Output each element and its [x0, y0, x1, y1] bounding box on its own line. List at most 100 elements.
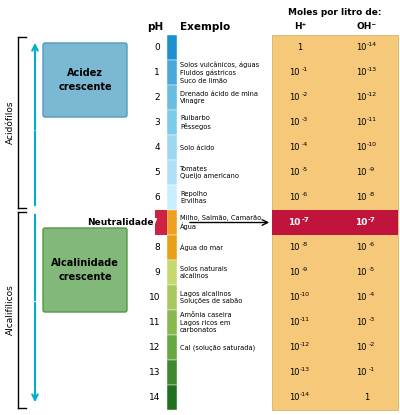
Text: -14: -14 — [367, 42, 377, 47]
Bar — [167, 185, 177, 210]
Text: 10: 10 — [356, 93, 366, 102]
Text: -10: -10 — [367, 142, 377, 147]
Text: Acidófilos: Acidófilos — [6, 101, 14, 144]
Text: -12: -12 — [300, 342, 310, 347]
Text: Cal (solução saturada): Cal (solução saturada) — [180, 344, 255, 351]
Text: Amônia caseira
Lagos ricos em
carbonatos: Amônia caseira Lagos ricos em carbonatos — [180, 312, 232, 333]
Bar — [167, 235, 177, 260]
Text: -13: -13 — [367, 67, 377, 72]
Bar — [167, 35, 177, 60]
Bar — [155, 210, 167, 235]
Bar — [167, 285, 177, 310]
Text: Acidez
crescente: Acidez crescente — [58, 68, 112, 92]
Text: 1: 1 — [364, 393, 370, 402]
Text: 7: 7 — [151, 217, 157, 227]
Text: 13: 13 — [148, 368, 160, 377]
Text: Solos vulcânicos, águas
Fluidos gástricos
Suco de limão: Solos vulcânicos, águas Fluidos gástrico… — [180, 61, 259, 83]
Text: -13: -13 — [300, 367, 310, 372]
Bar — [167, 385, 177, 410]
Text: 3: 3 — [154, 118, 160, 127]
Text: Solo ácido: Solo ácido — [180, 144, 214, 151]
Bar — [167, 310, 177, 335]
Bar — [167, 110, 177, 135]
Text: -2: -2 — [369, 342, 375, 347]
Text: Solos naturais
alcalinos: Solos naturais alcalinos — [180, 266, 227, 279]
Text: -9: -9 — [369, 167, 375, 172]
Text: -1: -1 — [302, 67, 308, 72]
Text: Exemplo: Exemplo — [180, 22, 230, 32]
Text: -14: -14 — [300, 392, 310, 397]
Text: 10: 10 — [356, 343, 366, 352]
Text: 10: 10 — [356, 143, 366, 152]
Text: -6: -6 — [302, 192, 308, 197]
Text: 10: 10 — [289, 393, 299, 402]
Bar — [167, 210, 177, 235]
Text: 14: 14 — [149, 393, 160, 402]
Text: 10: 10 — [289, 193, 299, 202]
Text: 2: 2 — [154, 93, 160, 102]
Text: pH: pH — [147, 22, 163, 32]
FancyBboxPatch shape — [43, 228, 127, 312]
Text: 10: 10 — [289, 243, 299, 252]
Bar — [167, 160, 177, 185]
Text: 5: 5 — [154, 168, 160, 177]
Text: Neutralidade: Neutralidade — [88, 218, 154, 227]
Text: -5: -5 — [369, 267, 375, 272]
Text: 10: 10 — [289, 293, 299, 302]
Text: 10: 10 — [356, 368, 366, 377]
Text: 0: 0 — [154, 43, 160, 52]
Bar — [167, 85, 177, 110]
Text: 10: 10 — [356, 293, 366, 302]
Text: 10: 10 — [356, 268, 366, 277]
Text: 10: 10 — [289, 118, 299, 127]
Text: 10: 10 — [289, 318, 299, 327]
Text: Alcalinidade
crescente: Alcalinidade crescente — [51, 259, 119, 282]
Text: 10: 10 — [356, 168, 366, 177]
Text: 10: 10 — [288, 218, 300, 227]
Text: -5: -5 — [302, 167, 308, 172]
Bar — [167, 60, 177, 85]
Text: 10: 10 — [289, 68, 299, 77]
Text: Água do mar: Água do mar — [180, 244, 223, 251]
Text: -1: -1 — [369, 367, 375, 372]
Text: Repolho
Ervilhas: Repolho Ervilhas — [180, 191, 207, 204]
Text: 10: 10 — [356, 118, 366, 127]
Text: 10: 10 — [356, 193, 366, 202]
Text: Milho, Salmão, Camarão
Água: Milho, Salmão, Camarão Água — [180, 215, 261, 230]
FancyBboxPatch shape — [272, 35, 398, 410]
Text: Drenado ácido de mina
Vinagre: Drenado ácido de mina Vinagre — [180, 91, 258, 104]
Text: -9: -9 — [302, 267, 308, 272]
Text: 6: 6 — [154, 193, 160, 202]
Text: Alcalifílicos: Alcalifílicos — [6, 285, 14, 335]
Bar — [167, 260, 177, 285]
Bar — [167, 360, 177, 385]
Text: 1: 1 — [297, 43, 303, 52]
Text: 10: 10 — [289, 368, 299, 377]
Text: -11: -11 — [367, 117, 377, 122]
Text: 10: 10 — [356, 68, 366, 77]
Bar — [167, 335, 177, 360]
FancyBboxPatch shape — [272, 210, 398, 235]
Text: -7: -7 — [301, 217, 309, 222]
Text: -3: -3 — [302, 117, 308, 122]
Text: 1: 1 — [154, 68, 160, 77]
Text: Lagos alcalinos
Soluções de sabão: Lagos alcalinos Soluções de sabão — [180, 291, 242, 304]
Text: -4: -4 — [369, 292, 375, 297]
Text: 12: 12 — [149, 343, 160, 352]
FancyBboxPatch shape — [43, 43, 127, 117]
Bar — [167, 135, 177, 160]
Text: 10: 10 — [289, 93, 299, 102]
Text: 8: 8 — [154, 243, 160, 252]
Text: -4: -4 — [302, 142, 308, 147]
Text: -3: -3 — [369, 317, 375, 322]
Text: Ruibarbo
Pêssegos: Ruibarbo Pêssegos — [180, 115, 211, 130]
Text: 10: 10 — [289, 168, 299, 177]
Text: H⁺: H⁺ — [294, 22, 306, 31]
Text: -8: -8 — [369, 192, 375, 197]
Text: 10: 10 — [356, 243, 366, 252]
Text: -8: -8 — [302, 242, 308, 247]
Text: 10: 10 — [148, 293, 160, 302]
Text: Tomates
Queijo americano: Tomates Queijo americano — [180, 166, 239, 179]
Text: OH⁻: OH⁻ — [357, 22, 377, 31]
Text: 10: 10 — [289, 268, 299, 277]
